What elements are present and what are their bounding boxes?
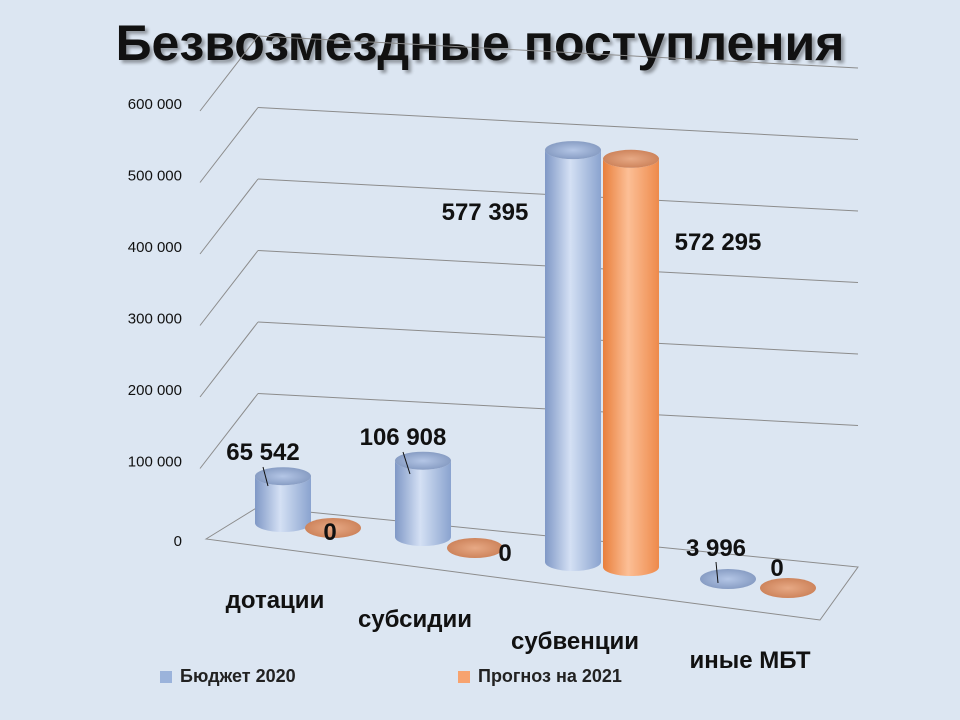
leader-line bbox=[715, 561, 719, 584]
bar-top bbox=[603, 149, 659, 168]
category-label: дотации bbox=[226, 587, 325, 614]
y-tick-label: 0 bbox=[174, 533, 182, 550]
data-label: 0 bbox=[498, 540, 511, 567]
x-axis-labels: дотации субсидии субвенции иные МБТ bbox=[226, 587, 811, 674]
bar-budget-2020 bbox=[545, 150, 601, 572]
bar-forecast-2021-flat bbox=[447, 538, 503, 558]
bar-forecast-2021-flat bbox=[305, 518, 361, 538]
gridline bbox=[257, 107, 859, 140]
leader-line bbox=[402, 451, 411, 475]
category-label: иные МБТ bbox=[689, 647, 810, 674]
gridline-side bbox=[199, 107, 259, 183]
bar-top bbox=[545, 141, 601, 160]
data-label: 0 bbox=[770, 555, 783, 582]
leader-line bbox=[262, 466, 269, 487]
chart-title: Безвозмездные поступления bbox=[115, 15, 845, 71]
y-tick-label: 100 000 bbox=[128, 454, 182, 471]
legend-swatch-blue bbox=[160, 670, 172, 683]
y-tick-label: 500 000 bbox=[128, 168, 182, 185]
gridlines bbox=[199, 35, 859, 621]
gridline-side bbox=[199, 178, 259, 255]
data-label: 106 908 bbox=[360, 424, 447, 451]
gridline-side bbox=[199, 321, 259, 398]
y-tick-label: 200 000 bbox=[128, 382, 182, 399]
bar-forecast-2021-flat bbox=[760, 578, 816, 598]
gridline bbox=[257, 35, 859, 69]
gridline-side bbox=[199, 250, 259, 326]
bar-top bbox=[395, 451, 451, 470]
bar-top bbox=[255, 467, 311, 486]
bars bbox=[255, 141, 816, 598]
y-axis-ticks: 0 100 000 200 000 300 000 400 000 500 000 600 … bbox=[128, 96, 182, 550]
legend-label: Прогноз на 2021 bbox=[478, 666, 622, 686]
legend-label: Бюджет 2020 bbox=[180, 666, 296, 686]
bar-budget-2020 bbox=[395, 460, 451, 546]
legend-item-budget-2020: Бюджет 2020 bbox=[160, 666, 296, 687]
data-label: 65 542 bbox=[226, 439, 299, 466]
category-label: субвенции bbox=[511, 628, 639, 655]
data-label: 0 bbox=[323, 519, 336, 546]
data-labels: 65 542 106 908 577 395 3 996 0 0 572 295 0 bbox=[226, 199, 784, 584]
data-label: 577 395 bbox=[442, 199, 529, 226]
legend-swatch-orange bbox=[458, 670, 470, 683]
bar-budget-2020-flat bbox=[700, 569, 756, 589]
bar-budget-2020 bbox=[255, 476, 311, 532]
floor-outline bbox=[204, 506, 859, 621]
category-label: субсидии bbox=[358, 606, 472, 633]
legend-item-forecast-2021: Прогноз на 2021 bbox=[458, 666, 622, 687]
y-tick-label: 400 000 bbox=[128, 239, 182, 256]
y-tick-label: 300 000 bbox=[128, 311, 182, 328]
gridline-side bbox=[199, 35, 259, 112]
y-tick-label: 600 000 bbox=[128, 96, 182, 113]
bar-forecast-2021 bbox=[603, 158, 659, 577]
data-label: 572 295 bbox=[675, 229, 762, 256]
gridline-side bbox=[199, 393, 259, 469]
data-label: 3 996 bbox=[686, 535, 746, 562]
